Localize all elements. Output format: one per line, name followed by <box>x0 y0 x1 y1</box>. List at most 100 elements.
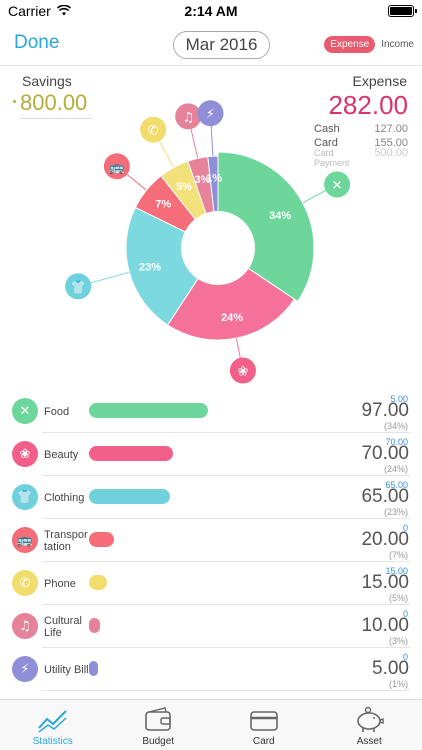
toggle-income[interactable]: Income <box>381 39 414 50</box>
slice-labels: 34% 24% 23% 7% 5%3%1% <box>139 173 291 324</box>
shirt-icon: 👕 <box>12 484 38 510</box>
expense-income-toggle: Expense Income <box>324 36 416 53</box>
utensils-icon: ✕ <box>324 171 351 198</box>
expense-donut-chart: 34% 24% 23% 7% 5%3%1% ✕ ❀ 👕 🚌 ✆ ♫ ⚡ <box>65 100 351 384</box>
category-name: Food <box>44 405 70 418</box>
category-percent: (5%) <box>388 593 408 603</box>
card-icon <box>249 711 278 731</box>
category-percent: (1%) <box>388 679 408 689</box>
category-amount: 5.00 <box>372 658 409 679</box>
callout-bubble <box>103 153 130 180</box>
payment-label: Card <box>314 137 338 149</box>
payment-label: Cash <box>314 123 340 135</box>
category-percent: (23%) <box>383 507 408 517</box>
chart-icon <box>38 710 67 733</box>
category-percent: (34%) <box>383 421 408 431</box>
category-bar <box>89 489 170 504</box>
music-icon: ♫ <box>12 613 38 639</box>
category-budget: 70.00 <box>385 437 408 447</box>
toggle-expense[interactable]: Expense <box>324 36 376 53</box>
savings-value[interactable]: 800.00 <box>20 90 93 119</box>
category-bar <box>89 618 100 633</box>
tab-card[interactable]: Card <box>211 700 317 750</box>
carrier-wifi: Carrier <box>8 3 71 19</box>
slice-label: 7% <box>155 199 171 211</box>
category-budget: 0 <box>402 609 408 619</box>
callout-icons: ✕ ❀ 👕 🚌 ✆ ♫ ⚡ <box>65 100 351 384</box>
status-bar: Carrier 2:14 AM <box>0 0 422 22</box>
category-budget: 15.00 <box>385 566 408 576</box>
expense-label: Expense <box>352 73 407 89</box>
slice-label: 23% <box>139 262 161 274</box>
callout-glyph: 👕 <box>70 280 86 295</box>
slice-label: 5% <box>176 181 192 193</box>
payment-value: 500.00 <box>374 147 408 159</box>
carrier-label: Carrier <box>8 3 51 19</box>
category-budget: 0 <box>402 652 408 662</box>
category-bar <box>89 403 208 418</box>
callout-bubble <box>65 273 92 300</box>
donut-slice[interactable] <box>166 247 296 341</box>
category-percent: (7%) <box>388 550 408 560</box>
category-row[interactable]: ✆ Phone 15.00 15.00 (5%) <box>0 562 422 605</box>
payment-value: 127.00 <box>374 123 408 135</box>
payment-card-payment: Card Payment 500.00 <box>314 147 408 169</box>
music-icon: ♫ <box>175 103 202 130</box>
done-button[interactable]: Done <box>14 32 60 53</box>
category-row[interactable]: ♫ Cultural Life 0 10.00 (3%) <box>0 605 422 648</box>
tab-statistics[interactable]: Statistics <box>0 700 106 750</box>
category-budget: 65.00 <box>385 480 408 490</box>
category-amount: 65.00 <box>361 486 409 507</box>
slice-label: 24% <box>221 312 243 324</box>
tab-bar: Statistics Budget Card Asset <box>0 699 422 750</box>
plug-icon: ⚡ <box>12 656 38 682</box>
tab-asset[interactable]: Asset <box>317 700 422 750</box>
tab-budget[interactable]: Budget <box>106 700 212 750</box>
category-budget: 0 <box>402 523 408 533</box>
payment-card: Card 155.00 <box>314 137 408 149</box>
donut-hole <box>181 211 255 285</box>
donut-slice[interactable] <box>217 151 315 303</box>
category-bar <box>89 661 98 676</box>
slice-label: 1% <box>206 173 222 185</box>
tab-label: Budget <box>142 736 175 747</box>
callout-bubble <box>197 100 224 127</box>
phone-icon: ✆ <box>140 116 167 143</box>
category-name: Clothing <box>44 491 85 504</box>
tab-label: Asset <box>356 736 382 747</box>
category-percent: (24%) <box>383 464 408 474</box>
callout-bubble <box>229 357 256 384</box>
callout-glyph: ✆ <box>148 124 159 139</box>
category-name: Utility Bill <box>44 663 89 676</box>
category-amount: 97.00 <box>361 400 409 421</box>
callout-glyph: ⚡ <box>206 107 215 122</box>
beauty-icon: ❀ <box>12 441 38 467</box>
savings-dot <box>13 100 16 103</box>
beauty-icon: ❀ <box>229 357 256 384</box>
category-amount: 10.00 <box>361 615 409 636</box>
category-row[interactable]: ❀ Beauty 70.00 70.00 (24%) <box>0 433 422 476</box>
category-amount: 70.00 <box>361 443 409 464</box>
category-row[interactable]: 🚌 Transportation 0 20.00 (7%) <box>0 519 422 562</box>
payment-value: 155.00 <box>374 137 408 149</box>
category-name: Transportation <box>44 528 88 553</box>
shirt-icon: 👕 <box>65 273 92 300</box>
callout-glyph: ✕ <box>332 178 343 193</box>
category-name: Beauty <box>44 448 79 461</box>
callout-glyph: ♫ <box>182 110 194 125</box>
category-budget: 5.00 <box>390 394 408 404</box>
category-bar <box>89 446 173 461</box>
wifi-icon <box>56 3 71 19</box>
callout-bubble <box>140 116 167 143</box>
category-row[interactable]: 👕 Clothing 65.00 65.00 (23%) <box>0 476 422 519</box>
savings-label: Savings <box>22 73 72 89</box>
category-amount: 15.00 <box>361 572 409 593</box>
category-row[interactable]: ✕ Food 5.00 97.00 (34%) <box>0 390 422 433</box>
category-row[interactable]: ⚡ Utility Bill 0 5.00 (1%) <box>0 648 422 691</box>
tab-label: Statistics <box>32 736 73 747</box>
category-list: ✕ Food 5.00 97.00 (34%) ❀ Beauty 70.00 70.00 (24%… <box>0 390 422 691</box>
month-selector[interactable]: Mar 2016 <box>173 31 270 59</box>
category-percent: (3%) <box>388 636 408 646</box>
payment-label: Card Payment <box>314 148 350 168</box>
callout-glyph: ❀ <box>237 364 248 379</box>
